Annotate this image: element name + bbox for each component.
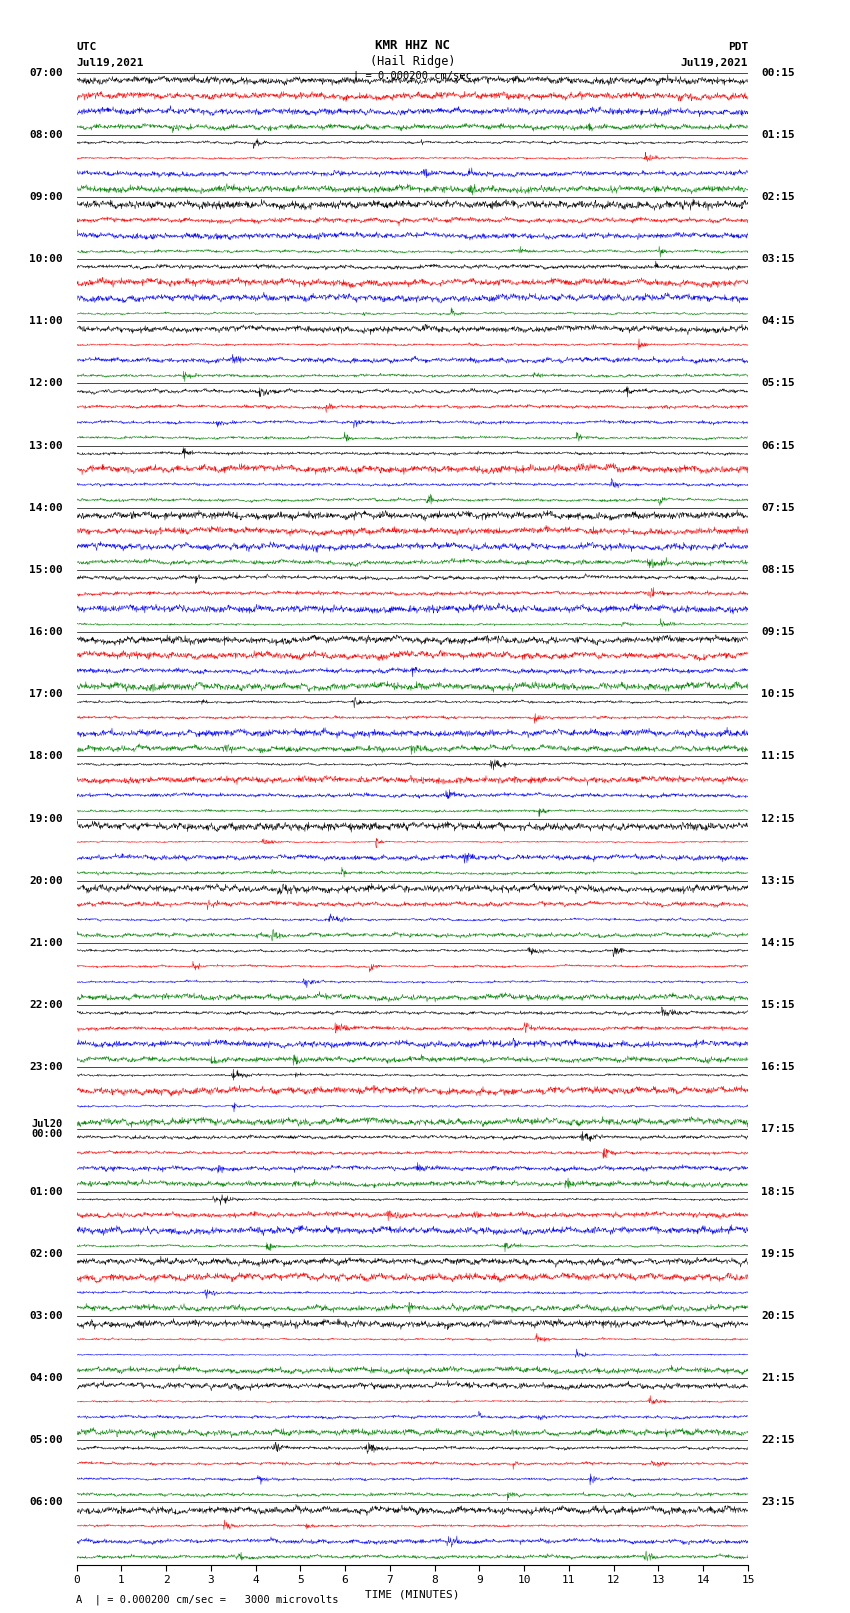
Text: 08:00: 08:00: [29, 129, 63, 140]
Text: 18:15: 18:15: [762, 1187, 796, 1197]
Text: Jul19,2021: Jul19,2021: [681, 58, 748, 68]
Text: 20:15: 20:15: [762, 1311, 796, 1321]
X-axis label: TIME (MINUTES): TIME (MINUTES): [365, 1589, 460, 1598]
Text: 22:15: 22:15: [762, 1436, 796, 1445]
Text: 16:00: 16:00: [29, 627, 63, 637]
Text: 12:00: 12:00: [29, 379, 63, 389]
Text: 05:15: 05:15: [762, 379, 796, 389]
Text: 01:00: 01:00: [29, 1187, 63, 1197]
Text: 03:00: 03:00: [29, 1311, 63, 1321]
Text: 09:15: 09:15: [762, 627, 796, 637]
Text: 07:00: 07:00: [29, 68, 63, 77]
Text: 14:00: 14:00: [29, 503, 63, 513]
Text: 06:00: 06:00: [29, 1497, 63, 1508]
Text: | = 0.000200 cm/sec: | = 0.000200 cm/sec: [353, 69, 472, 81]
Text: 13:15: 13:15: [762, 876, 796, 886]
Text: 14:15: 14:15: [762, 937, 796, 948]
Text: 20:00: 20:00: [29, 876, 63, 886]
Text: 04:15: 04:15: [762, 316, 796, 326]
Text: 23:00: 23:00: [29, 1063, 63, 1073]
Text: (Hail Ridge): (Hail Ridge): [370, 55, 455, 68]
Text: 19:00: 19:00: [29, 813, 63, 824]
Text: Jul19,2021: Jul19,2021: [76, 58, 144, 68]
Text: PDT: PDT: [728, 42, 748, 52]
Text: 21:15: 21:15: [762, 1373, 796, 1382]
Text: 13:00: 13:00: [29, 440, 63, 450]
Text: 15:00: 15:00: [29, 565, 63, 574]
Text: 19:15: 19:15: [762, 1248, 796, 1258]
Text: 23:15: 23:15: [762, 1497, 796, 1508]
Text: 11:15: 11:15: [762, 752, 796, 761]
Text: 09:00: 09:00: [29, 192, 63, 202]
Text: 22:00: 22:00: [29, 1000, 63, 1010]
Text: 02:00: 02:00: [29, 1248, 63, 1258]
Text: 21:00: 21:00: [29, 937, 63, 948]
Text: KMR HHZ NC: KMR HHZ NC: [375, 39, 450, 52]
Text: 18:00: 18:00: [29, 752, 63, 761]
Text: 01:15: 01:15: [762, 129, 796, 140]
Text: 10:15: 10:15: [762, 689, 796, 700]
Text: 06:15: 06:15: [762, 440, 796, 450]
Text: 10:00: 10:00: [29, 255, 63, 265]
Text: 15:15: 15:15: [762, 1000, 796, 1010]
Text: 16:15: 16:15: [762, 1063, 796, 1073]
Text: Jul20
00:00: Jul20 00:00: [31, 1119, 63, 1139]
Text: 17:00: 17:00: [29, 689, 63, 700]
Text: 17:15: 17:15: [762, 1124, 796, 1134]
Text: 03:15: 03:15: [762, 255, 796, 265]
Text: 07:15: 07:15: [762, 503, 796, 513]
Text: 02:15: 02:15: [762, 192, 796, 202]
Text: 08:15: 08:15: [762, 565, 796, 574]
Text: 05:00: 05:00: [29, 1436, 63, 1445]
Text: 00:15: 00:15: [762, 68, 796, 77]
Text: 04:00: 04:00: [29, 1373, 63, 1382]
Text: 12:15: 12:15: [762, 813, 796, 824]
Text: A  | = 0.000200 cm/sec =   3000 microvolts: A | = 0.000200 cm/sec = 3000 microvolts: [76, 1594, 339, 1605]
Text: UTC: UTC: [76, 42, 97, 52]
Text: 11:00: 11:00: [29, 316, 63, 326]
